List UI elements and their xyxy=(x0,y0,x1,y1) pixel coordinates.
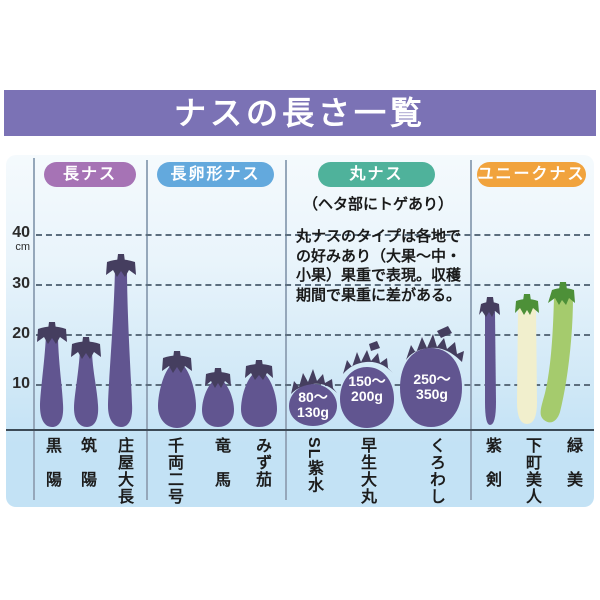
gridline-30cm xyxy=(36,284,590,286)
tick-unit-cm: cm xyxy=(15,241,30,253)
round-eggplant-annotation: 丸ナスのタイプは各地で の好みあり（大果〜中・ 小果）果重で表現。収穫 期間で果… xyxy=(296,228,462,304)
eggplant-illustration-chikuyo xyxy=(71,337,101,427)
tick-40: 40 xyxy=(12,224,30,241)
weight-label-sl-shisui: 80〜 130g xyxy=(297,389,329,420)
gridline-20cm xyxy=(36,334,590,336)
category-pill-unique-eggplant: ユニークナス xyxy=(477,162,586,187)
section-divider-2 xyxy=(285,160,287,500)
category-pill-long-oval-eggplant: 長卵形ナス xyxy=(157,162,274,187)
variety-label-shitamachi-bijin: 下町美人 xyxy=(523,437,540,505)
variety-label-ryoma: 竜 馬 xyxy=(212,437,229,488)
variety-label-ryokubi: 緑 美 xyxy=(564,437,581,488)
weight-label-kurowashi: 250〜 350g xyxy=(413,371,451,402)
round-eggplant-spine-note: （ヘタ部にトゲあり） xyxy=(303,196,454,213)
variety-label-kurowashi: くろわし xyxy=(427,437,444,505)
variety-label-kokuyo: 黒 陽 xyxy=(43,437,60,488)
variety-label-chikuyo: 筑 陽 xyxy=(78,437,95,488)
eggplant-illustration-shiken xyxy=(479,297,500,425)
eggplant-illustration-mizu-nasu xyxy=(241,360,277,427)
gridline-40cm xyxy=(36,234,590,236)
y-axis-line xyxy=(33,158,35,500)
eggplant-illustration-shitamachi-bijin xyxy=(515,294,539,424)
eggplant-illustration-senryo-nigo xyxy=(158,351,196,428)
x-axis-baseline xyxy=(6,429,594,431)
section-divider-3 xyxy=(470,160,472,500)
eggplant-illustration-sl-shisui xyxy=(289,369,337,426)
variety-label-wase-omaru: 早生大丸 xyxy=(358,437,375,505)
tick-20: 20 xyxy=(12,325,30,342)
variety-label-mizu-nasu: みず茄 xyxy=(253,437,270,488)
tick-10: 10 xyxy=(12,375,30,392)
eggplant-illustration-wase-omaru xyxy=(340,341,394,428)
section-divider-1 xyxy=(146,160,148,500)
eggplant-illustration-kurowashi xyxy=(400,326,464,427)
eggplant-illustration-shoya-onaga xyxy=(106,254,136,427)
variety-label-shoya-onaga: 庄屋大長 xyxy=(115,437,132,505)
category-pill-long-eggplant: 長ナス xyxy=(44,162,136,187)
eggplant-illustration-kokuyo xyxy=(37,322,67,427)
chart-area xyxy=(6,155,594,507)
variety-label-senryo-nigo: 千両二号 xyxy=(165,437,182,505)
eggplant-illustration-ryokubi xyxy=(540,282,575,423)
tick-30: 30 xyxy=(12,275,30,292)
weight-label-wase-omaru: 150〜 200g xyxy=(348,373,386,404)
variety-label-shiken: 紫 剣 xyxy=(483,437,500,488)
category-pill-round-eggplant: 丸ナス xyxy=(318,162,435,187)
eggplant-illustration-ryoma xyxy=(202,368,234,427)
variety-label-sl-shisui: SL紫水 xyxy=(305,437,322,494)
page-title: ナスの長さ一覧 xyxy=(4,90,596,136)
